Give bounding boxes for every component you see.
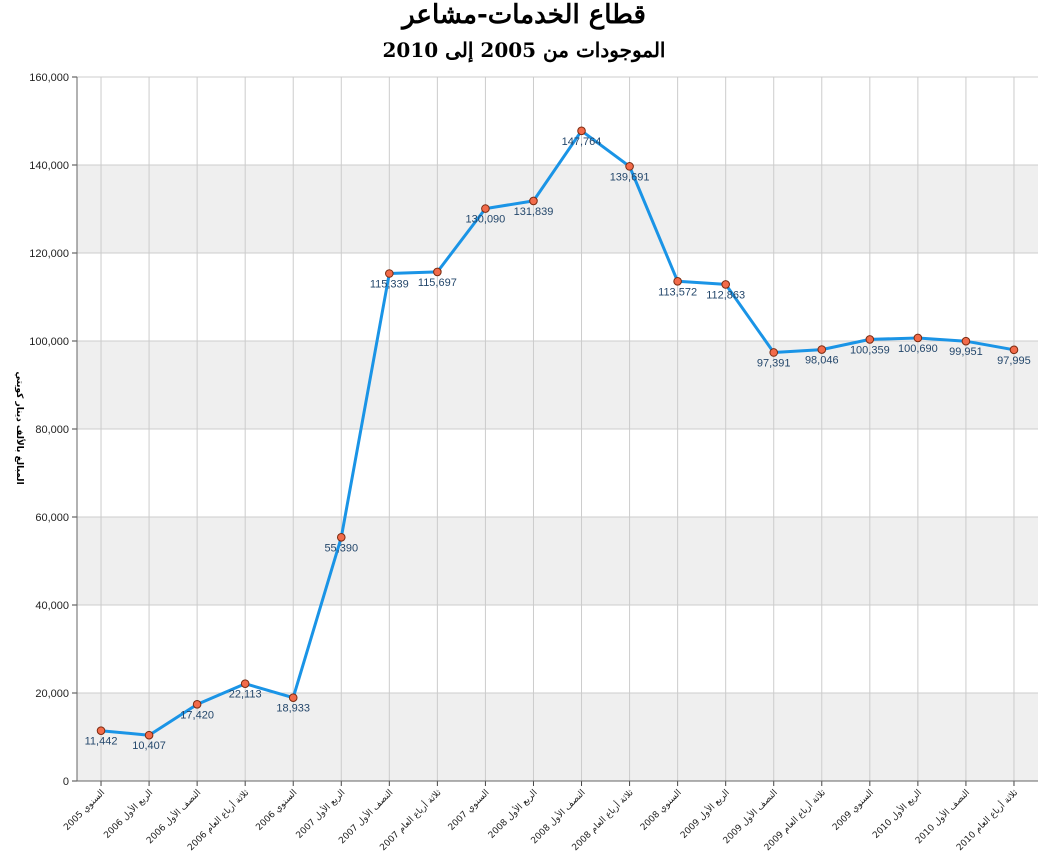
series-line-group — [100, 129, 1015, 737]
x-tick-label: السنوي 2008 — [639, 788, 684, 833]
axes — [72, 76, 1038, 786]
x-tick-label: السنوي 2005 — [62, 788, 107, 833]
x-tick-label: السنوي 2006 — [254, 788, 299, 833]
data-point — [385, 269, 394, 278]
data-points — [96, 126, 1019, 740]
data-point — [673, 276, 682, 286]
data-label: 99,951 — [949, 346, 983, 358]
data-point — [481, 204, 490, 213]
data-point — [433, 267, 442, 277]
data-point — [529, 196, 538, 206]
y-tick-label: 60,000 — [35, 512, 69, 524]
data-point — [769, 348, 779, 357]
data-label: 113,572 — [658, 286, 697, 298]
x-tick-label: السنوي 2007 — [447, 788, 492, 833]
data-label: 11,442 — [85, 736, 118, 748]
data-label: 115,339 — [370, 279, 409, 291]
x-tick-label: الربع الأول 2006 — [101, 787, 155, 841]
data-point — [288, 693, 298, 702]
data-point — [192, 700, 202, 709]
chart-subtitle: الموجودات من 2005 إلى 2010 — [382, 38, 666, 62]
horizontal-gridlines — [77, 76, 1038, 782]
data-label: 112,863 — [706, 289, 745, 301]
data-label: 98,046 — [805, 355, 839, 367]
data-point — [577, 126, 586, 136]
y-tick-label: 100,000 — [29, 336, 69, 348]
data-label: 10,407 — [132, 740, 166, 752]
x-tick-label: الربع الأول 2009 — [678, 787, 732, 841]
data-label: 17,420 — [180, 709, 214, 721]
data-point — [625, 162, 634, 171]
data-label: 115,697 — [418, 277, 457, 289]
y-tick-label: 120,000 — [29, 248, 69, 260]
data-label: 18,933 — [276, 703, 310, 715]
data-label: 22,113 — [229, 689, 262, 701]
data-point — [1009, 345, 1019, 355]
data-point — [721, 280, 730, 289]
data-point — [96, 726, 106, 735]
data-label: 55,390 — [324, 542, 358, 554]
data-point — [240, 679, 250, 689]
grid-band — [77, 341, 1038, 429]
data-label: 139,691 — [610, 171, 650, 183]
data-point — [817, 345, 827, 354]
chart-title: قطاع الخدمات-مشاعر — [402, 0, 646, 30]
grid-band — [77, 693, 1038, 781]
y-tick-labels: 0 20,000 40,000 60,000 80,000 100,000 120,000 1… — [29, 72, 69, 788]
data-point — [865, 335, 875, 344]
grid-band — [77, 517, 1038, 605]
data-label: 100,690 — [898, 343, 938, 355]
data-labels: 11,442 10,407 17,420 22,113 18,933 55,390 115,… — [85, 136, 1031, 752]
data-point — [144, 730, 154, 740]
x-tick-label: الربع الأول 2008 — [485, 787, 539, 841]
data-label: 131,839 — [514, 206, 554, 218]
data-point — [336, 532, 346, 542]
y-tick-label: 0 — [63, 776, 69, 788]
data-label: 97,391 — [757, 357, 791, 369]
data-label: 97,995 — [997, 355, 1031, 367]
y-tick-label: 20,000 — [35, 688, 69, 700]
grid-band — [77, 165, 1038, 253]
y-tick-label: 80,000 — [35, 424, 69, 436]
x-tick-label: الربع الأول 2010 — [870, 787, 924, 841]
y-tick-label: 40,000 — [35, 600, 69, 612]
data-point — [961, 336, 971, 346]
data-label: 100,359 — [850, 344, 890, 356]
x-tick-label: الربع الأول 2007 — [293, 787, 347, 841]
grid-bands — [77, 165, 1038, 781]
x-tick-label: السنوي 2009 — [831, 788, 876, 833]
data-point — [913, 333, 923, 343]
y-tick-label: 160,000 — [29, 72, 69, 84]
data-label: 130,090 — [466, 214, 506, 226]
data-label: 147,764 — [562, 136, 602, 148]
y-tick-label: 140,000 — [29, 160, 69, 172]
series-line — [100, 129, 1015, 737]
y-axis-label: المبالغ بالألف دينار كويتي — [14, 371, 26, 484]
